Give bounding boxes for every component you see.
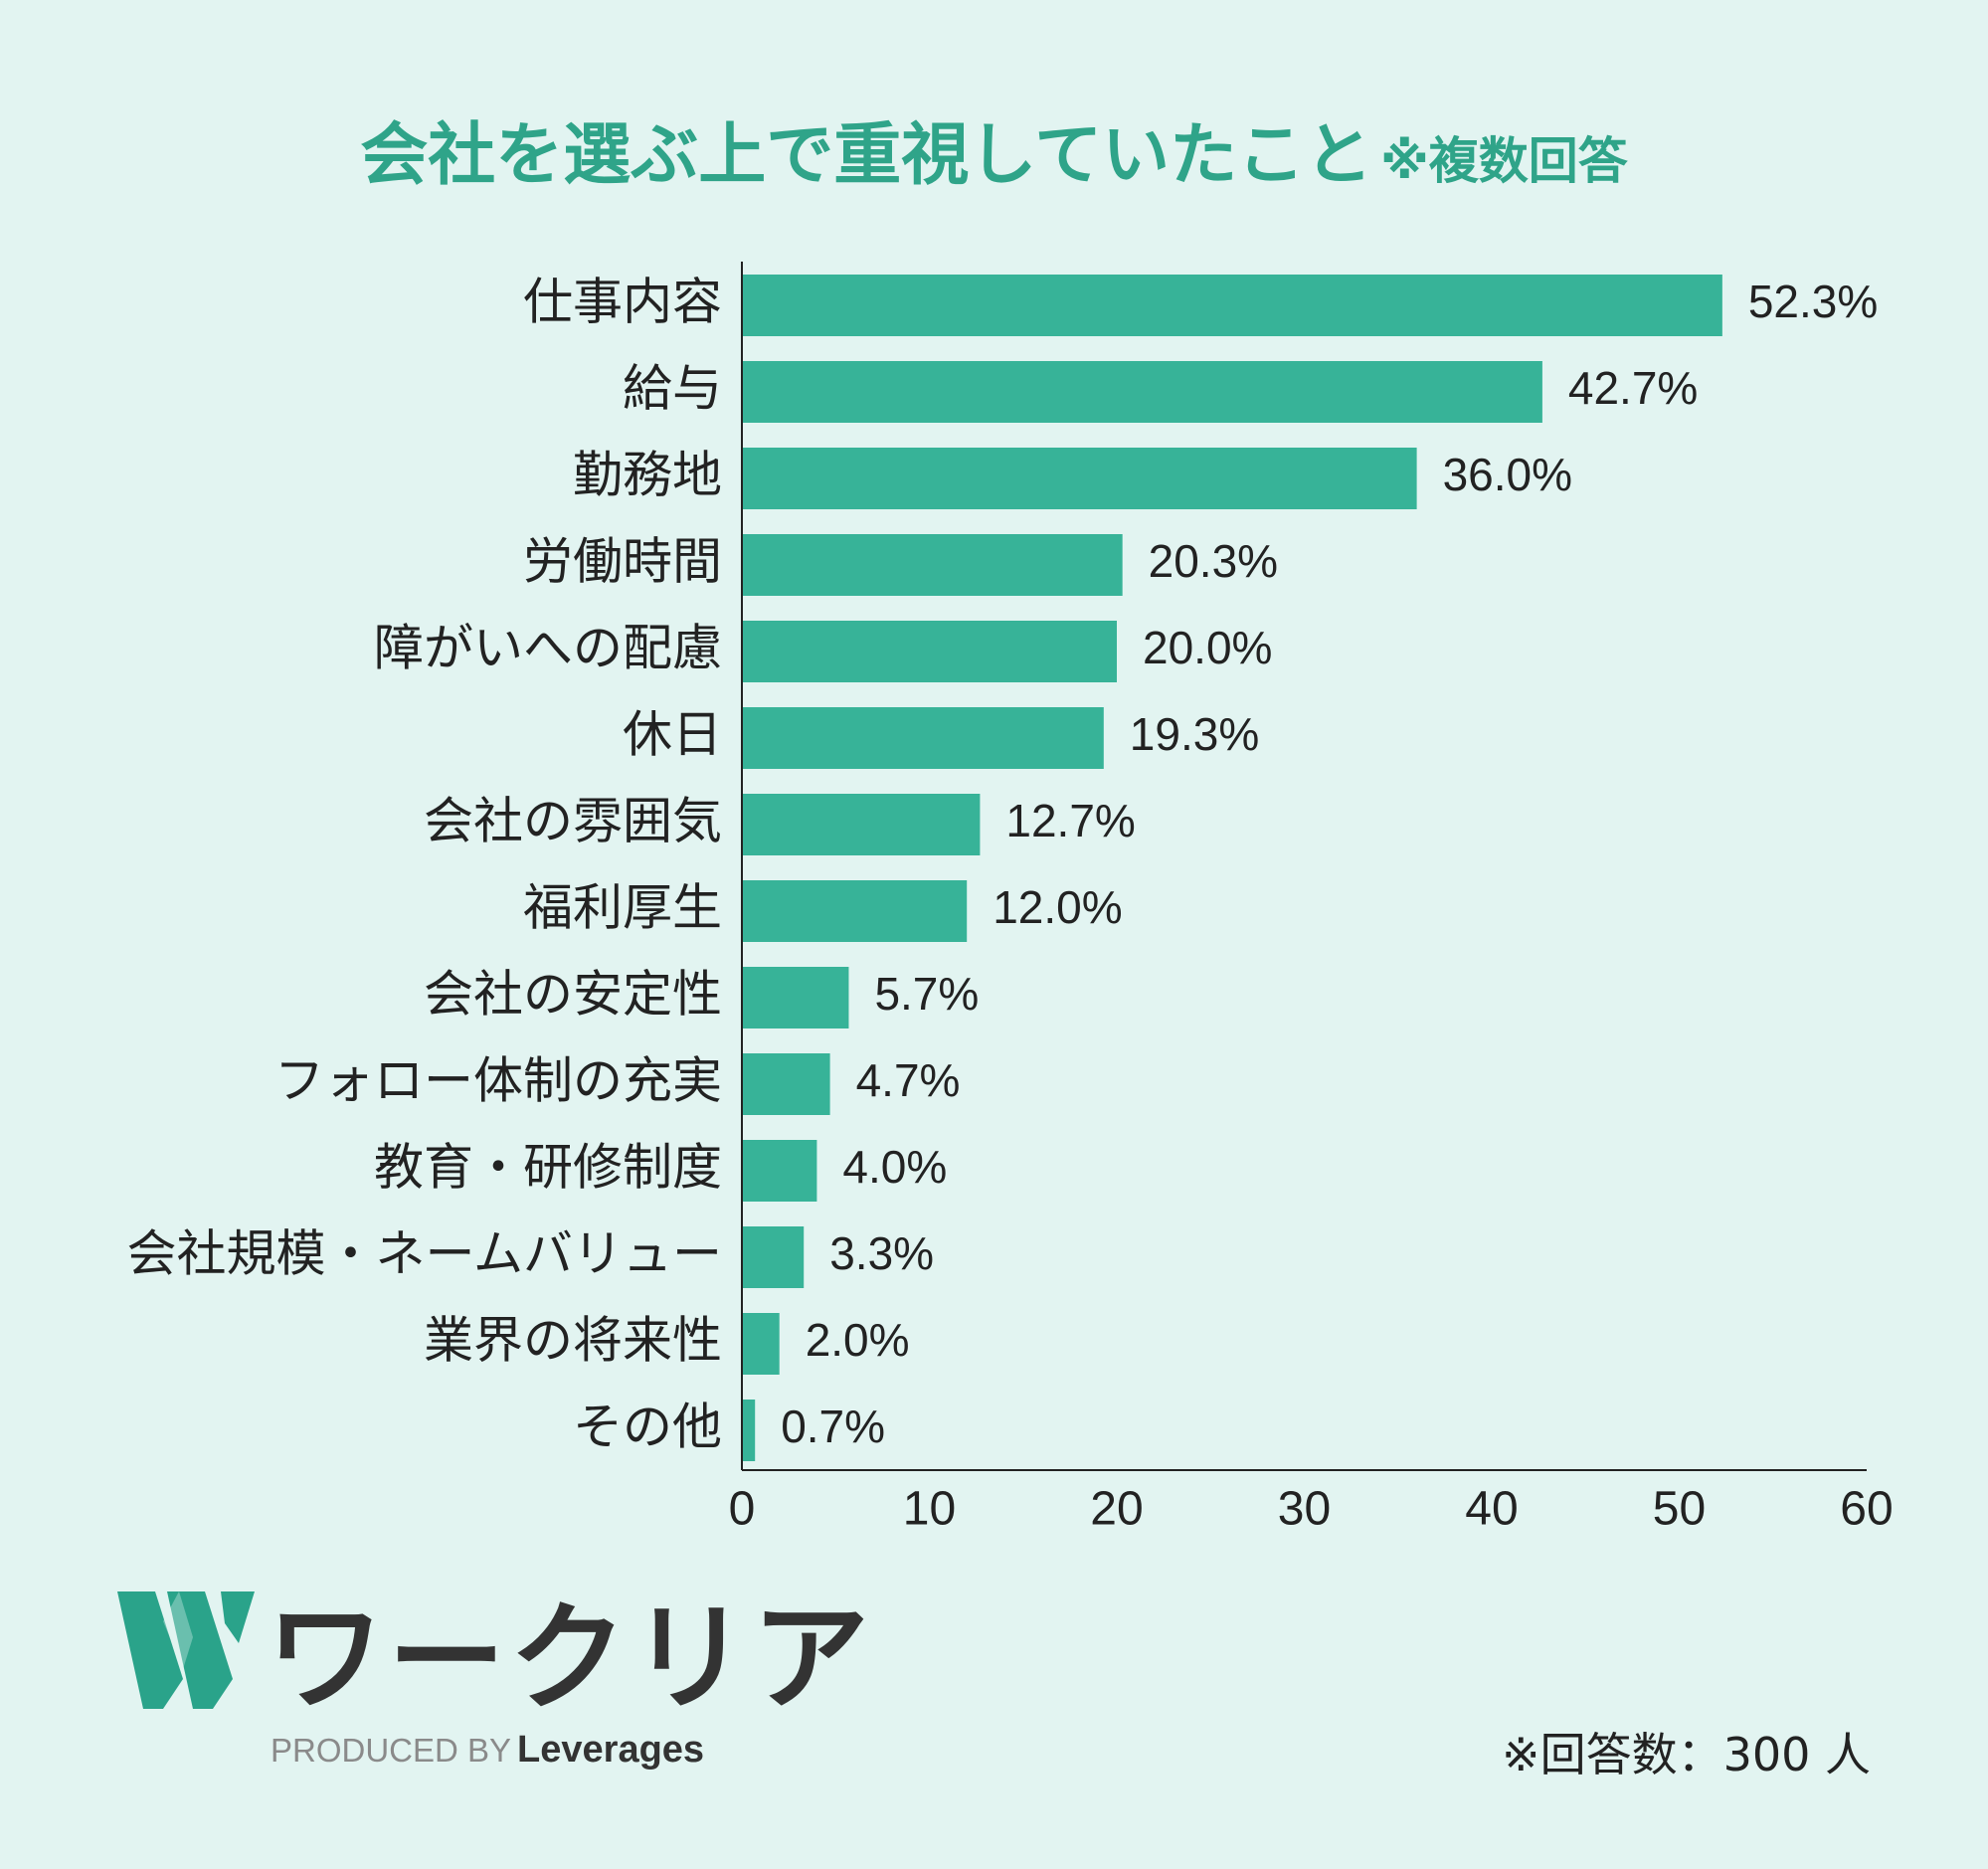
data-label: 42.7%: [1568, 362, 1698, 414]
bar: [742, 1140, 817, 1202]
bar: [742, 967, 849, 1028]
logo-wordmark: ワークリア: [267, 1589, 874, 1727]
data-label: 4.0%: [842, 1141, 947, 1193]
bar: [742, 707, 1104, 769]
category-label: 福利厚生: [523, 879, 722, 937]
bar: [742, 361, 1542, 423]
data-label: 12.0%: [993, 881, 1122, 933]
respondent-count-note: ※回答数：300 人: [1502, 1728, 1871, 1781]
chart-title-main: 会社を選ぶ上で重視していたこと: [360, 116, 1373, 195]
x-tick-label: 60: [1840, 1483, 1893, 1536]
bar: [742, 448, 1417, 509]
category-label: 会社の安定性: [424, 966, 722, 1024]
data-label: 3.3%: [829, 1227, 934, 1279]
x-tick-label: 50: [1653, 1483, 1706, 1536]
bar: [742, 880, 968, 942]
produced-by-label: PRODUCED BY: [271, 1732, 512, 1769]
bar: [742, 1053, 830, 1115]
data-label: 20.0%: [1143, 622, 1272, 673]
bar: [742, 1313, 780, 1375]
produced-by: PRODUCED BY Leverages: [271, 1729, 704, 1772]
x-tick-label: 0: [729, 1483, 756, 1536]
bar: [742, 621, 1117, 682]
category-label: 労働時間: [523, 533, 722, 591]
x-tick-label: 30: [1278, 1483, 1331, 1536]
category-label: フォロー体制の充実: [274, 1052, 722, 1110]
data-label: 4.7%: [856, 1054, 961, 1106]
data-label: 2.0%: [806, 1314, 910, 1366]
bar: [742, 1400, 756, 1461]
category-label: 業界の将来性: [424, 1312, 722, 1370]
data-label: 19.3%: [1130, 708, 1259, 760]
category-label: 勤務地: [573, 447, 722, 504]
chart-title: 会社を選ぶ上で重視していたこと ※複数回答: [0, 99, 1988, 198]
category-label: その他: [573, 1399, 722, 1456]
category-label: 教育・研修制度: [374, 1139, 722, 1197]
bar: [742, 275, 1722, 336]
bar: [742, 1226, 805, 1288]
x-tick-label: 10: [903, 1483, 956, 1536]
data-label: 0.7%: [781, 1401, 885, 1452]
w-logo-icon: [117, 1591, 255, 1709]
chart-title-note: ※複数回答: [1380, 132, 1628, 190]
category-label: 休日: [623, 706, 722, 764]
x-tick-label: 40: [1465, 1483, 1518, 1536]
brand-name: Leverages: [517, 1729, 705, 1771]
data-label: 5.7%: [874, 968, 979, 1020]
data-label: 36.0%: [1443, 449, 1572, 500]
category-label: 会社の雰囲気: [424, 793, 722, 850]
x-tick-label: 20: [1090, 1483, 1143, 1536]
category-label: 給与: [623, 360, 722, 418]
category-label: 会社規模・ネームバリュー: [127, 1225, 723, 1283]
category-label: 仕事内容: [523, 274, 722, 331]
category-label: 障がいへの配慮: [374, 620, 722, 677]
data-label: 20.3%: [1149, 535, 1278, 587]
data-label: 52.3%: [1748, 276, 1878, 327]
bar: [742, 794, 981, 855]
data-label: 12.7%: [1005, 795, 1135, 846]
bar: [742, 534, 1123, 596]
bar-chart: 仕事内容 52.3% 給与 42.7% 勤務地 36.0% 労働時間 20.3% 障がいへの配慮…: [127, 262, 1894, 1536]
